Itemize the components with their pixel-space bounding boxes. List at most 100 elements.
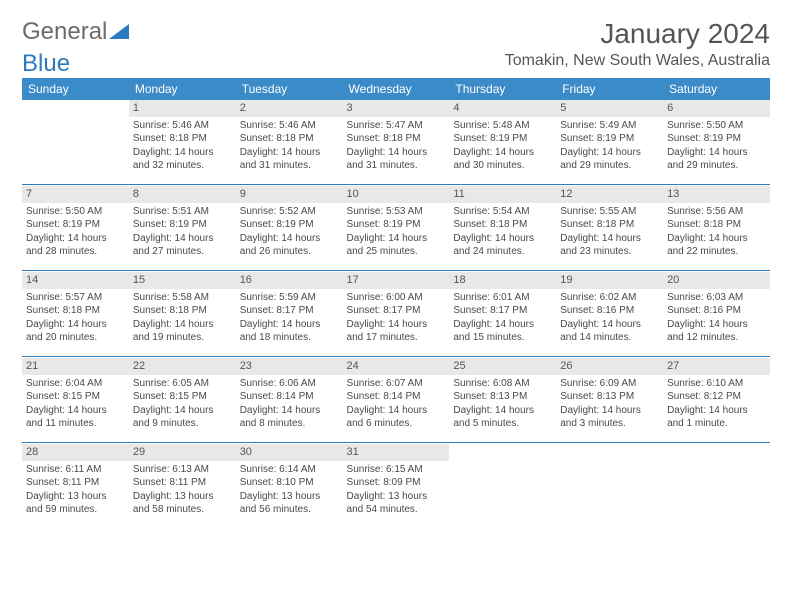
day-detail: and 59 minutes.	[26, 503, 125, 517]
day-number: 11	[449, 186, 556, 203]
day-detail: and 27 minutes.	[133, 245, 232, 259]
day-number: 22	[129, 358, 236, 375]
day-detail: Sunset: 8:14 PM	[240, 390, 339, 404]
day-detail: and 19 minutes.	[133, 331, 232, 345]
day-detail: Sunset: 8:13 PM	[560, 390, 659, 404]
day-detail: Sunset: 8:14 PM	[347, 390, 446, 404]
weekday-header: Friday	[556, 78, 663, 100]
day-detail: Sunset: 8:19 PM	[560, 132, 659, 146]
weekday-header: Tuesday	[236, 78, 343, 100]
day-cell: 9Sunrise: 5:52 AMSunset: 8:19 PMDaylight…	[236, 186, 343, 270]
day-cell: 14Sunrise: 5:57 AMSunset: 8:18 PMDayligh…	[22, 272, 129, 356]
weekday-header: Sunday	[22, 78, 129, 100]
day-cell: 6Sunrise: 5:50 AMSunset: 8:19 PMDaylight…	[663, 100, 770, 184]
day-cell: 10Sunrise: 5:53 AMSunset: 8:19 PMDayligh…	[343, 186, 450, 270]
day-detail: Daylight: 14 hours	[667, 404, 766, 418]
day-detail: and 22 minutes.	[667, 245, 766, 259]
day-detail: Sunrise: 5:51 AM	[133, 205, 232, 219]
day-detail: Sunset: 8:09 PM	[347, 476, 446, 490]
day-detail: Sunset: 8:18 PM	[560, 218, 659, 232]
day-detail: and 12 minutes.	[667, 331, 766, 345]
day-detail: Sunrise: 6:11 AM	[26, 463, 125, 477]
day-number: 29	[129, 444, 236, 461]
day-detail: and 14 minutes.	[560, 331, 659, 345]
day-detail: Sunrise: 5:46 AM	[133, 119, 232, 133]
day-detail: Daylight: 14 hours	[667, 146, 766, 160]
day-cell: 19Sunrise: 6:02 AMSunset: 8:16 PMDayligh…	[556, 272, 663, 356]
day-detail: and 54 minutes.	[347, 503, 446, 517]
day-detail: and 58 minutes.	[133, 503, 232, 517]
day-number: 15	[129, 272, 236, 289]
day-detail: and 25 minutes.	[347, 245, 446, 259]
day-number: 13	[663, 186, 770, 203]
day-detail: Daylight: 14 hours	[560, 146, 659, 160]
day-detail: Daylight: 14 hours	[667, 318, 766, 332]
day-detail: Sunrise: 5:50 AM	[26, 205, 125, 219]
day-detail: Sunrise: 6:02 AM	[560, 291, 659, 305]
day-detail: Sunrise: 6:06 AM	[240, 377, 339, 391]
day-detail: Daylight: 14 hours	[560, 404, 659, 418]
day-number: 30	[236, 444, 343, 461]
day-cell: 16Sunrise: 5:59 AMSunset: 8:17 PMDayligh…	[236, 272, 343, 356]
day-detail: Sunrise: 5:48 AM	[453, 119, 552, 133]
day-detail: and 11 minutes.	[26, 417, 125, 431]
day-detail: Sunrise: 5:50 AM	[667, 119, 766, 133]
day-cell	[449, 444, 556, 528]
day-cell: 30Sunrise: 6:14 AMSunset: 8:10 PMDayligh…	[236, 444, 343, 528]
day-number: 14	[22, 272, 129, 289]
logo-triangle-icon	[109, 18, 129, 46]
day-detail: Daylight: 14 hours	[560, 232, 659, 246]
day-detail: Sunset: 8:11 PM	[133, 476, 232, 490]
day-number: 23	[236, 358, 343, 375]
day-detail: Sunset: 8:18 PM	[347, 132, 446, 146]
day-cell: 11Sunrise: 5:54 AMSunset: 8:18 PMDayligh…	[449, 186, 556, 270]
day-detail: and 17 minutes.	[347, 331, 446, 345]
week-row: 14Sunrise: 5:57 AMSunset: 8:18 PMDayligh…	[22, 272, 770, 356]
week-row: 7 Sunrise: 5:50 AMSunset: 8:19 PM Daylight…	[22, 186, 770, 270]
day-detail: Sunrise: 6:10 AM	[667, 377, 766, 391]
day-cell: 3Sunrise: 5:47 AMSunset: 8:18 PMDaylight…	[343, 100, 450, 184]
day-detail: Sunrise: 5:49 AM	[560, 119, 659, 133]
day-detail: Sunrise: 6:04 AM	[26, 377, 125, 391]
day-detail: and 31 minutes.	[347, 159, 446, 173]
day-cell: 28Sunrise: 6:11 AMSunset: 8:11 PMDayligh…	[22, 444, 129, 528]
day-cell: 15Sunrise: 5:58 AMSunset: 8:18 PMDayligh…	[129, 272, 236, 356]
day-number: 17	[343, 272, 450, 289]
day-number: 7	[22, 186, 129, 203]
day-number: 2	[236, 100, 343, 117]
day-detail: Sunset: 8:18 PM	[133, 132, 232, 146]
day-detail: Sunrise: 5:57 AM	[26, 291, 125, 305]
day-number: 27	[663, 358, 770, 375]
day-detail: Daylight: 13 hours	[240, 490, 339, 504]
day-detail: Sunrise: 5:56 AM	[667, 205, 766, 219]
day-detail: and 8 minutes.	[240, 417, 339, 431]
day-detail: Sunset: 8:15 PM	[133, 390, 232, 404]
day-cell: 8Sunrise: 5:51 AMSunset: 8:19 PMDaylight…	[129, 186, 236, 270]
day-detail: and 18 minutes.	[240, 331, 339, 345]
weekday-header: Saturday	[663, 78, 770, 100]
day-detail: Daylight: 14 hours	[453, 318, 552, 332]
day-cell: 23Sunrise: 6:06 AMSunset: 8:14 PMDayligh…	[236, 358, 343, 442]
logo: General	[22, 18, 129, 46]
day-detail: Sunrise: 6:15 AM	[347, 463, 446, 477]
weekday-header: Thursday	[449, 78, 556, 100]
day-detail: Sunset: 8:19 PM	[453, 132, 552, 146]
day-detail: Sunrise: 6:05 AM	[133, 377, 232, 391]
day-cell: 25Sunrise: 6:08 AMSunset: 8:13 PMDayligh…	[449, 358, 556, 442]
day-detail: Daylight: 14 hours	[667, 232, 766, 246]
day-detail: Sunset: 8:15 PM	[26, 390, 125, 404]
day-detail: Sunrise: 5:58 AM	[133, 291, 232, 305]
day-detail: and 6 minutes.	[347, 417, 446, 431]
day-detail: Daylight: 14 hours	[347, 232, 446, 246]
day-cell	[556, 444, 663, 528]
day-detail: and 15 minutes.	[453, 331, 552, 345]
day-detail: Sunrise: 6:03 AM	[667, 291, 766, 305]
day-detail: and 1 minute.	[667, 417, 766, 431]
day-number: 31	[343, 444, 450, 461]
day-detail: Daylight: 14 hours	[560, 318, 659, 332]
day-cell: 27Sunrise: 6:10 AMSunset: 8:12 PMDayligh…	[663, 358, 770, 442]
day-number: 24	[343, 358, 450, 375]
day-detail: Sunset: 8:19 PM	[26, 218, 125, 232]
day-cell: 31Sunrise: 6:15 AMSunset: 8:09 PMDayligh…	[343, 444, 450, 528]
day-number: 1	[129, 100, 236, 117]
